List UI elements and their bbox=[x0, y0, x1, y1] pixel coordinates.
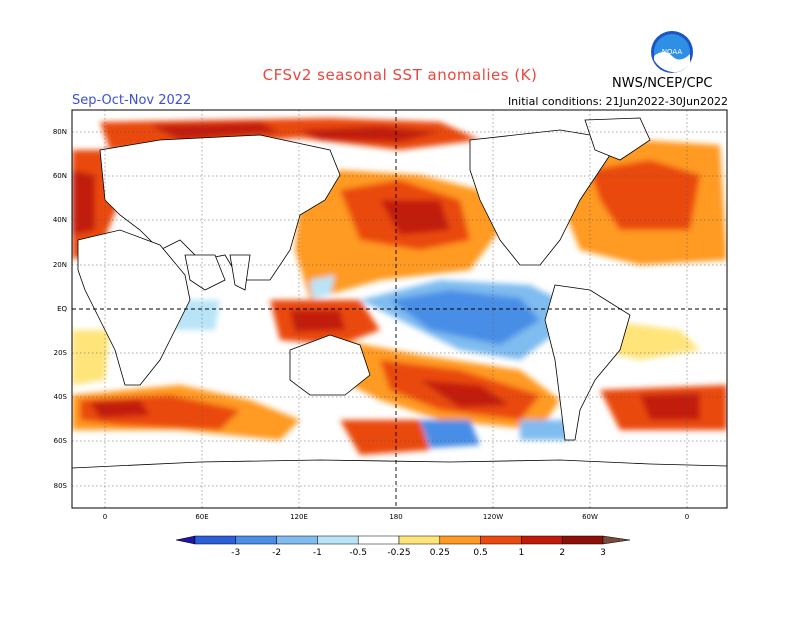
colorbar-max-arrow bbox=[602, 535, 631, 545]
colorbar-label: 1 bbox=[519, 548, 525, 558]
colorbar-label: 0.5 bbox=[473, 548, 487, 558]
lat-label: 60N bbox=[53, 172, 67, 180]
lat-label: 20S bbox=[54, 349, 68, 357]
colorbar-label: -3 bbox=[231, 548, 240, 558]
lon-label: 60W bbox=[582, 513, 598, 521]
map-frame bbox=[71, 109, 728, 509]
colorbar-label: 0.25 bbox=[430, 548, 450, 558]
equator-dateline bbox=[72, 110, 727, 508]
colorbar-label: -0.5 bbox=[349, 548, 367, 558]
colorbar-swatch bbox=[398, 535, 441, 545]
noaa-logo: NOAA bbox=[651, 31, 693, 73]
colorbar-label: -2 bbox=[272, 548, 281, 558]
colorbar-swatch bbox=[317, 535, 359, 545]
lon-label: 180 bbox=[389, 513, 402, 521]
graticule bbox=[72, 110, 727, 508]
lat-label: 40N bbox=[53, 216, 67, 224]
season-label: Sep-Oct-Nov 2022 bbox=[72, 93, 192, 108]
colorbar-label: -1 bbox=[313, 548, 322, 558]
longitude-labels: 0 60E 120E 180 120W 60W 0 bbox=[103, 513, 689, 521]
colorbar-swatch bbox=[357, 535, 400, 545]
colorbar-swatch bbox=[194, 535, 237, 545]
map-title: CFSv2 seasonal SST anomalies (K) bbox=[262, 66, 538, 84]
colorbar: -3 -2 -1 -0.5 -0.25 0.25 0.5 1 2 3 bbox=[175, 535, 631, 558]
lon-label: 0 bbox=[103, 513, 107, 521]
colorbar-swatch bbox=[235, 535, 277, 545]
colorbar-swatch bbox=[521, 535, 563, 545]
lon-label: 120W bbox=[483, 513, 503, 521]
colorbar-swatch bbox=[480, 535, 522, 545]
lat-label: 20N bbox=[53, 261, 67, 269]
colorbar-swatch bbox=[276, 535, 318, 545]
lon-label: 60E bbox=[195, 513, 208, 521]
lon-label: 0 bbox=[685, 513, 689, 521]
latitude-labels: 80N 60N 40N 20N EQ 20S 40S 60S 80S bbox=[53, 128, 68, 490]
lon-label: 120E bbox=[290, 513, 308, 521]
lat-label: EQ bbox=[57, 305, 67, 313]
colorbar-label: 3 bbox=[600, 548, 606, 558]
lat-label: 80S bbox=[54, 482, 68, 490]
colorbar-label: 2 bbox=[559, 548, 565, 558]
colorbar-swatch bbox=[439, 535, 481, 545]
continents bbox=[72, 117, 727, 508]
lat-label: 80N bbox=[53, 128, 67, 136]
anomaly-field bbox=[72, 110, 727, 508]
lat-label: 40S bbox=[54, 393, 68, 401]
initial-conditions-label: Initial conditions: 21Jun2022-30Jun2022 bbox=[507, 95, 728, 108]
colorbar-label: -0.25 bbox=[387, 548, 410, 558]
colorbar-min-arrow bbox=[175, 535, 196, 545]
logo-text: NOAA bbox=[662, 48, 683, 56]
colorbar-swatch bbox=[561, 535, 604, 545]
agency-label: NWS/NCEP/CPC bbox=[612, 76, 713, 91]
lat-label: 60S bbox=[54, 437, 68, 445]
